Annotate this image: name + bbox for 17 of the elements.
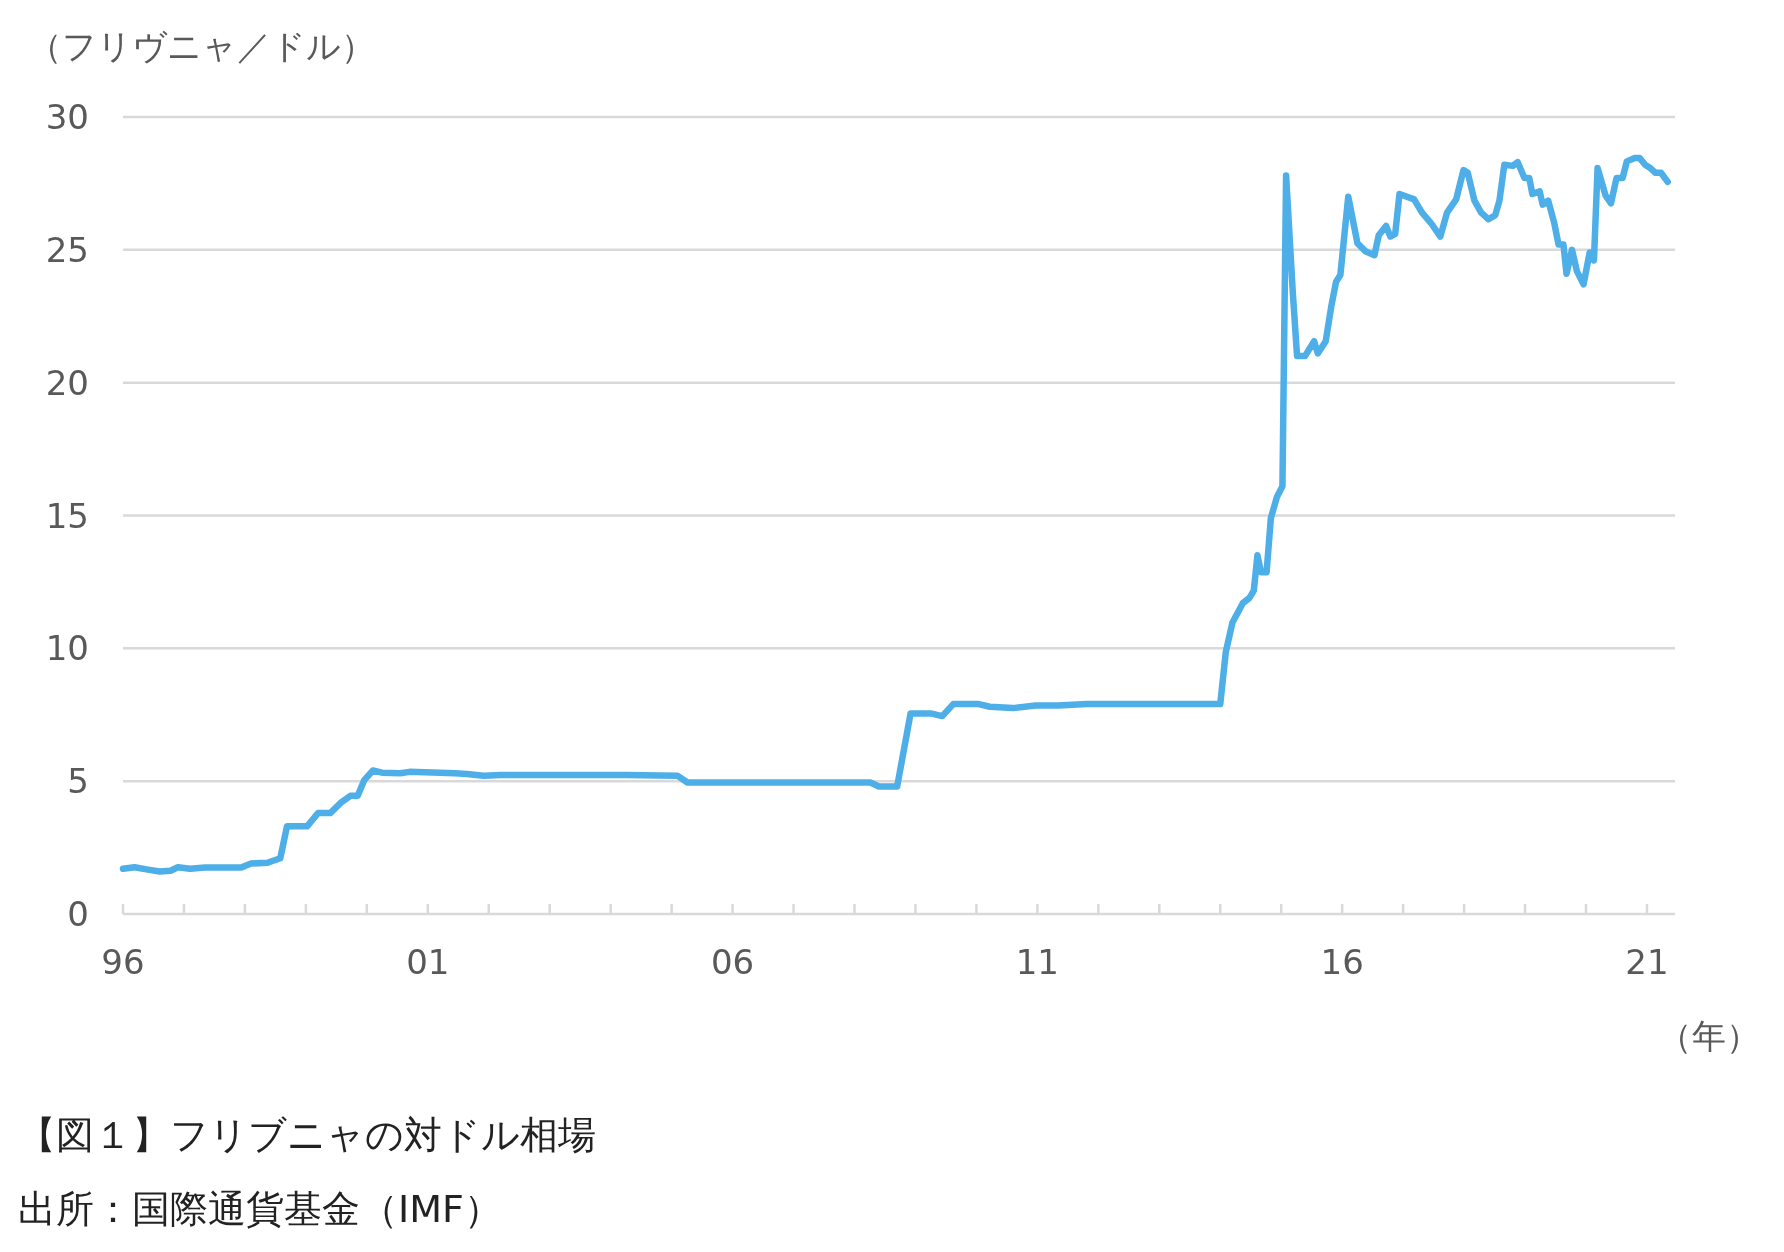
x-tick-label: 21	[1625, 942, 1669, 982]
y-tick-label: 30	[45, 97, 89, 137]
x-tick-label: 06	[710, 942, 755, 982]
text: 出所：国際通貨基金（IMF）	[18, 1187, 502, 1231]
y-tick-label: 20	[45, 362, 89, 403]
x-tick-label: 11	[1015, 942, 1060, 982]
y-tick-label: 25	[45, 229, 89, 270]
y-tick-label: 15	[45, 495, 89, 536]
text: 【図１】フリブニャの対ドル相場	[18, 1113, 596, 1157]
y-tick-label: 0	[67, 894, 89, 934]
x-axis-title: （年）	[1658, 1016, 1760, 1056]
x-tick-label: 01	[406, 942, 450, 982]
y-axis-title: （フリヴニャ／ドル）	[28, 26, 375, 66]
x-tick-label: 16	[1320, 942, 1364, 982]
y-tick-label: 5	[67, 761, 89, 802]
y-tick-label: 10	[45, 628, 89, 669]
x-tick-label: 96	[101, 942, 145, 982]
